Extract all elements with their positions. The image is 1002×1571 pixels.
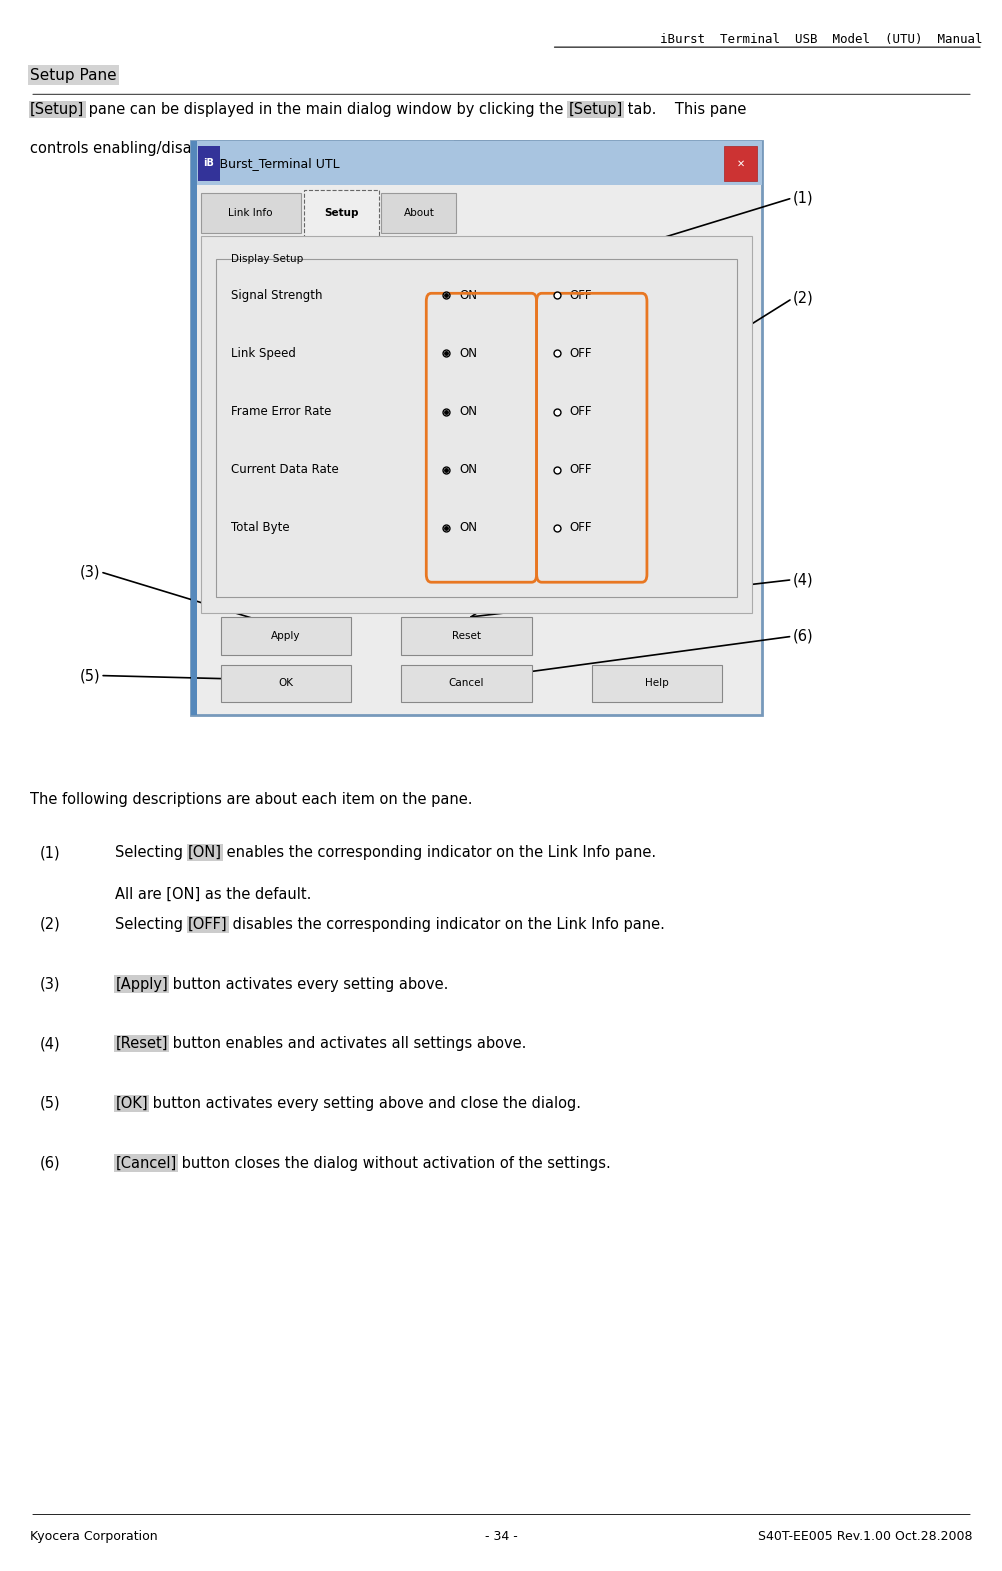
Text: (6): (6) [792, 628, 813, 644]
Text: Selecting: Selecting [115, 845, 187, 861]
Text: disables the corresponding indicator on the Link Info pane.: disables the corresponding indicator on … [227, 917, 663, 932]
Text: Display Setup: Display Setup [230, 255, 303, 264]
Text: ON: ON [459, 522, 477, 534]
FancyBboxPatch shape [220, 665, 351, 702]
FancyBboxPatch shape [190, 141, 762, 185]
Text: Link Speed: Link Speed [230, 347, 296, 360]
Text: Link Info: Link Info [228, 207, 273, 218]
Text: [Setup]: [Setup] [568, 102, 622, 118]
FancyBboxPatch shape [381, 193, 456, 233]
Text: OFF: OFF [569, 289, 591, 302]
Text: ✕: ✕ [736, 159, 744, 168]
Text: [OFF]: [OFF] [187, 917, 227, 932]
Text: button closes the dialog without activation of the settings.: button closes the dialog without activat… [176, 1156, 610, 1170]
Text: ON: ON [459, 463, 477, 476]
Text: (4): (4) [40, 1037, 61, 1051]
Text: (4): (4) [792, 572, 813, 588]
Text: (6): (6) [40, 1156, 61, 1170]
FancyBboxPatch shape [200, 236, 752, 613]
Text: controls enabling/disabling to show each indicator on the: controls enabling/disabling to show each… [30, 141, 455, 157]
Text: button activates every setting above and close the dialog.: button activates every setting above and… [148, 1097, 580, 1111]
Text: [OK]: [OK] [115, 1097, 148, 1111]
Text: pane.: pane. [529, 141, 574, 157]
Text: pane can be displayed in the main dialog window by clicking the: pane can be displayed in the main dialog… [84, 102, 568, 118]
FancyBboxPatch shape [723, 146, 757, 181]
Text: button enables and activates all settings above.: button enables and activates all setting… [167, 1037, 526, 1051]
Text: OFF: OFF [569, 405, 591, 418]
Text: [Apply]: [Apply] [115, 977, 168, 991]
Text: Total Byte: Total Byte [230, 522, 289, 534]
Text: [ON]: [ON] [187, 845, 221, 861]
Text: Apply: Apply [271, 632, 301, 641]
Text: [Setup]: [Setup] [30, 102, 84, 118]
Text: The following descriptions are about each item on the pane.: The following descriptions are about eac… [30, 792, 472, 807]
Text: [Link Info]: [Link Info] [455, 141, 529, 157]
FancyBboxPatch shape [200, 193, 301, 233]
Text: All are [ON] as the default.: All are [ON] as the default. [115, 888, 312, 902]
Text: enables the corresponding indicator on the Link Info pane.: enables the corresponding indicator on t… [221, 845, 655, 861]
Text: ON: ON [459, 405, 477, 418]
Text: ON: ON [459, 289, 477, 302]
Text: (5): (5) [40, 1097, 61, 1111]
Text: Help: Help [644, 679, 668, 688]
FancyBboxPatch shape [215, 259, 736, 597]
Text: [Reset]: [Reset] [115, 1037, 167, 1051]
Text: iBurst  Terminal  USB  Model  (UTU)  Manual: iBurst Terminal USB Model (UTU) Manual [659, 33, 982, 46]
FancyBboxPatch shape [401, 617, 531, 655]
Text: S40T-EE005 Rev.1.00 Oct.28.2008: S40T-EE005 Rev.1.00 Oct.28.2008 [758, 1530, 972, 1543]
Text: (3): (3) [80, 564, 100, 580]
Text: - 34 -: - 34 - [485, 1530, 517, 1543]
Text: OFF: OFF [569, 463, 591, 476]
Text: Setup: Setup [324, 207, 358, 218]
Text: Kyocera Corporation: Kyocera Corporation [30, 1530, 157, 1543]
Text: Current Data Rate: Current Data Rate [230, 463, 338, 476]
Text: OK: OK [279, 679, 293, 688]
Text: Reset: Reset [452, 632, 480, 641]
Text: OFF: OFF [569, 522, 591, 534]
FancyBboxPatch shape [401, 665, 531, 702]
Text: tab.    This pane: tab. This pane [622, 102, 745, 118]
FancyBboxPatch shape [220, 617, 351, 655]
Text: (3): (3) [40, 977, 60, 991]
Text: ON: ON [459, 347, 477, 360]
FancyBboxPatch shape [190, 141, 762, 715]
Text: Signal Strength: Signal Strength [230, 289, 322, 302]
Text: button activates every setting above.: button activates every setting above. [168, 977, 448, 991]
Text: controls enabling/disabling to show each indicator on the: controls enabling/disabling to show each… [30, 141, 455, 157]
Text: Setup Pane: Setup Pane [30, 68, 116, 83]
FancyBboxPatch shape [197, 146, 219, 181]
FancyBboxPatch shape [304, 190, 379, 237]
Text: OFF: OFF [569, 347, 591, 360]
Text: Frame Error Rate: Frame Error Rate [230, 405, 331, 418]
Text: Cancel: Cancel [448, 679, 484, 688]
FancyBboxPatch shape [591, 665, 721, 702]
Text: (2): (2) [40, 917, 61, 932]
FancyBboxPatch shape [190, 141, 196, 715]
Text: (5): (5) [79, 668, 100, 683]
Text: Selecting: Selecting [115, 917, 187, 932]
Text: [Cancel]: [Cancel] [115, 1156, 176, 1170]
Text: iB: iB [203, 159, 213, 168]
Text: iBurst_Terminal UTL: iBurst_Terminal UTL [215, 157, 339, 170]
Text: About: About [404, 207, 434, 218]
Text: (1): (1) [40, 845, 61, 861]
Text: (2): (2) [792, 291, 813, 306]
Text: (1): (1) [792, 190, 813, 206]
